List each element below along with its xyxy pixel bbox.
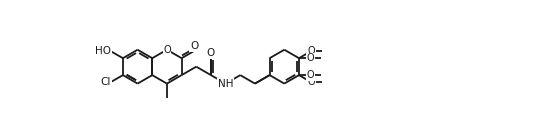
Text: O: O (308, 46, 315, 56)
Text: Cl: Cl (101, 77, 111, 87)
Text: O: O (307, 70, 314, 80)
Text: NH: NH (218, 79, 234, 89)
Text: HO: HO (95, 46, 111, 56)
Text: O: O (307, 53, 314, 63)
Text: O: O (163, 45, 171, 55)
Text: O: O (308, 77, 315, 87)
Text: O: O (207, 48, 215, 58)
Text: O: O (190, 41, 198, 51)
